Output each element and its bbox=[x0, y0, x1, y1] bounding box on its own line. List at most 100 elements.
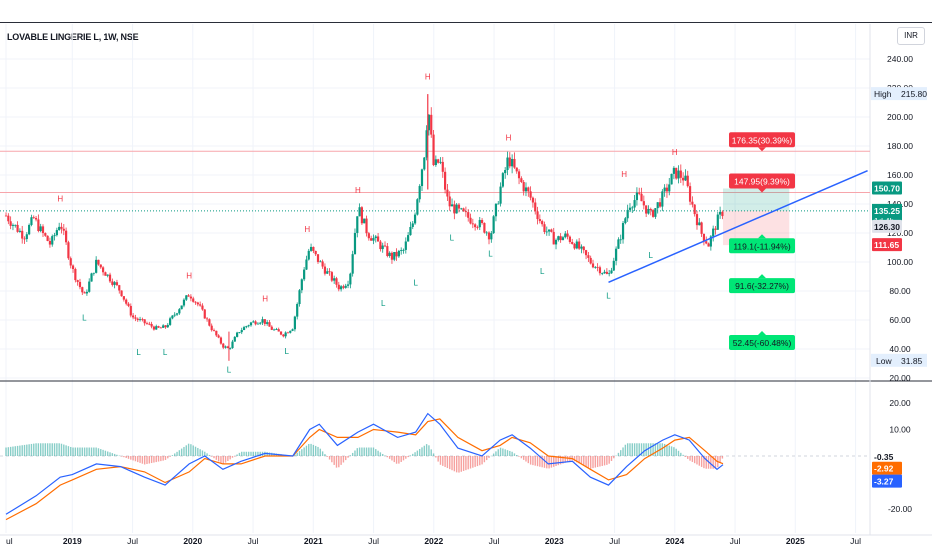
candle-body bbox=[162, 325, 165, 328]
target-label-text[interactable]: 147.95(9.39%) bbox=[734, 176, 790, 186]
candle-body bbox=[314, 250, 317, 255]
histogram-bar bbox=[652, 443, 654, 456]
histogram-bar bbox=[9, 446, 12, 456]
histogram-bar bbox=[35, 443, 37, 456]
price-axis[interactable]: 240.00220.00200.00180.00160.00140.00120.… bbox=[887, 54, 913, 514]
candle-body bbox=[344, 285, 347, 288]
position-profit-zone[interactable] bbox=[722, 188, 790, 211]
candle-body bbox=[305, 259, 308, 270]
histogram-bar bbox=[499, 447, 502, 456]
high-marker[interactable]: High 215.80 bbox=[871, 87, 927, 101]
histogram-bar bbox=[626, 443, 629, 456]
candlestick-series[interactable] bbox=[4, 94, 724, 361]
histogram-bar bbox=[180, 448, 183, 456]
target-label-box[interactable] bbox=[729, 132, 795, 148]
target-label-text[interactable]: 91.6(-32.27%) bbox=[735, 281, 789, 291]
currency-button[interactable]: INR bbox=[897, 27, 925, 45]
candle-body bbox=[381, 245, 384, 250]
target-label-box[interactable] bbox=[729, 278, 795, 294]
histogram-value-badge[interactable]: -0.35 bbox=[872, 449, 902, 463]
target-label-text[interactable]: 176.35(30.39%) bbox=[732, 135, 793, 145]
candle-body bbox=[145, 323, 149, 325]
target-label-box[interactable] bbox=[729, 238, 795, 254]
pivot-low-label: L bbox=[606, 292, 611, 301]
histogram-bar bbox=[42, 443, 44, 456]
target-price-badge[interactable]: 150.70 bbox=[872, 181, 902, 195]
histogram-bar bbox=[338, 456, 340, 468]
histogram-bar bbox=[317, 446, 319, 456]
candle-body bbox=[628, 207, 632, 210]
candle-body bbox=[194, 301, 197, 303]
candle-body bbox=[247, 325, 250, 327]
macd-value-badge[interactable]: -3.27 bbox=[872, 474, 902, 488]
histogram-bar bbox=[402, 456, 405, 461]
entry-price-badge[interactable]: 126.30 bbox=[872, 219, 902, 233]
symbol-title[interactable]: LOVABLE LINGERIE L, 1W, NSE bbox=[7, 32, 139, 42]
histogram-bar bbox=[698, 456, 701, 466]
candle-body bbox=[303, 269, 306, 280]
candle-body bbox=[464, 211, 468, 213]
candle-body bbox=[356, 216, 359, 233]
candle-body bbox=[545, 231, 548, 233]
histogram-bar bbox=[303, 447, 305, 456]
histogram-bar bbox=[107, 451, 109, 456]
histogram-bar bbox=[113, 453, 116, 456]
target-pointer bbox=[758, 234, 766, 239]
price-tick-label: 180.00 bbox=[887, 141, 913, 151]
price-tick-label: 120.00 bbox=[887, 228, 913, 238]
target-label-box[interactable] bbox=[729, 173, 795, 189]
candle-body bbox=[337, 284, 340, 290]
histogram-bar bbox=[455, 456, 458, 473]
candle-body bbox=[645, 205, 648, 214]
candle-body bbox=[175, 313, 179, 315]
target-label-text[interactable]: 119.1(-11.94%) bbox=[733, 241, 790, 251]
histogram-bar bbox=[541, 456, 543, 468]
price-tick-label: 60.00 bbox=[889, 315, 911, 325]
target-label-text[interactable]: 52.45(-60.48%) bbox=[733, 338, 792, 348]
candle-body bbox=[668, 184, 671, 192]
macd-line[interactable] bbox=[5, 412, 724, 515]
histogram-bar bbox=[663, 443, 666, 456]
target-pointer bbox=[758, 274, 766, 279]
histogram-bar bbox=[495, 451, 497, 456]
histogram-bar bbox=[372, 447, 375, 456]
histogram-bar bbox=[153, 456, 155, 463]
candle-body bbox=[224, 346, 227, 348]
candle-body bbox=[284, 332, 287, 337]
stop-price-badge-bg bbox=[872, 238, 902, 252]
histogram-bar bbox=[650, 443, 652, 456]
time-axis[interactable]: ul 2019 Jul 2020 Jul 2021 Jul 2022 Jul 2023 Jul 202… bbox=[6, 536, 861, 546]
histogram-bar bbox=[222, 456, 224, 465]
candle-body bbox=[286, 332, 290, 334]
candle-body bbox=[612, 260, 615, 271]
candle-body bbox=[541, 221, 544, 225]
histogram-bar bbox=[532, 456, 534, 466]
histogram-bar bbox=[319, 448, 322, 456]
candle-body bbox=[185, 295, 188, 300]
histogram-bar bbox=[504, 449, 506, 456]
target-labels[interactable]: 176.35(30.39%) 147.95(9.39%) 119.1(-11.94%… bbox=[729, 132, 795, 350]
candle-body bbox=[658, 202, 662, 207]
stop-price-badge[interactable]: 111.65 bbox=[872, 238, 902, 252]
target-label-box[interactable] bbox=[729, 334, 795, 350]
candle-body bbox=[705, 241, 708, 244]
pivot-low-label: L bbox=[381, 299, 386, 308]
candle-body bbox=[534, 202, 537, 212]
candle-body bbox=[203, 309, 206, 319]
candle-body bbox=[363, 218, 366, 224]
signal-value-badge[interactable]: -2.92 bbox=[872, 461, 902, 475]
histogram-bar bbox=[583, 456, 585, 466]
histogram-bar bbox=[111, 453, 114, 456]
pivot-high-label: H bbox=[355, 186, 361, 195]
candle-body bbox=[444, 171, 447, 190]
candle-body bbox=[520, 178, 523, 183]
histogram-bar bbox=[710, 456, 712, 469]
candle-body bbox=[557, 236, 560, 240]
trendline[interactable] bbox=[608, 169, 868, 283]
signal-line[interactable] bbox=[5, 418, 724, 521]
histogram-bar bbox=[81, 447, 83, 456]
low-marker[interactable]: Low 31.85 bbox=[871, 353, 927, 367]
histogram-bar bbox=[418, 448, 421, 456]
